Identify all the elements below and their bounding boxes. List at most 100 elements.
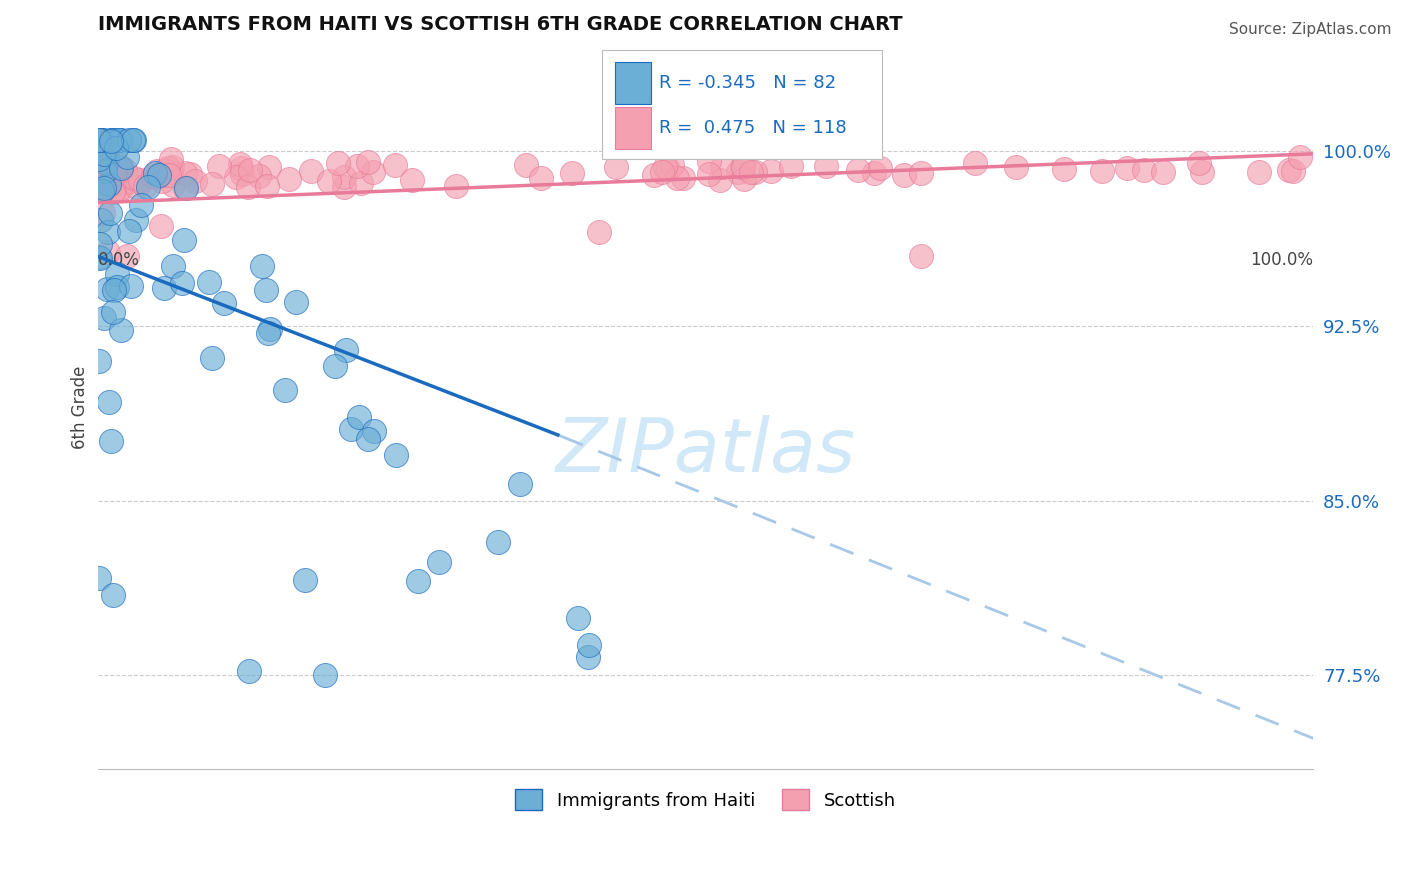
- Point: [93, 169, 115, 183]
- Point: [90, 133, 112, 147]
- Point: [87, 250, 110, 264]
- Point: [201, 351, 224, 365]
- Point: [259, 322, 281, 336]
- Point: [103, 133, 125, 147]
- Point: [332, 169, 354, 184]
- Point: [89, 571, 111, 585]
- Point: [100, 133, 122, 147]
- Point: [259, 160, 281, 174]
- Point: [733, 160, 755, 174]
- Point: [104, 165, 127, 179]
- Point: [115, 249, 138, 263]
- Point: [96, 282, 118, 296]
- Legend: Immigrants from Haiti, Scottish: Immigrants from Haiti, Scottish: [508, 782, 903, 817]
- Point: [90, 213, 112, 227]
- Point: [120, 278, 142, 293]
- Point: [201, 178, 224, 192]
- Point: [174, 180, 197, 194]
- Point: [104, 141, 127, 155]
- Text: ZIPatlas: ZIPatlas: [555, 415, 855, 487]
- Point: [357, 432, 380, 446]
- Point: [1191, 165, 1213, 179]
- Point: [1005, 161, 1028, 175]
- Point: [118, 224, 141, 238]
- Point: [97, 177, 120, 191]
- Point: [107, 133, 129, 147]
- Point: [146, 170, 169, 185]
- Point: [104, 167, 127, 181]
- Point: [97, 225, 120, 239]
- Point: [576, 650, 599, 665]
- Point: [93, 147, 115, 161]
- Point: [125, 213, 148, 227]
- Point: [134, 178, 156, 193]
- Text: R = -0.345   N = 82: R = -0.345 N = 82: [659, 75, 837, 93]
- FancyBboxPatch shape: [616, 106, 651, 149]
- Point: [208, 159, 231, 173]
- Point: [96, 144, 118, 158]
- Point: [184, 174, 207, 188]
- Point: [578, 638, 600, 652]
- Point: [236, 179, 259, 194]
- Point: [107, 183, 129, 197]
- Point: [727, 165, 749, 179]
- Point: [90, 184, 112, 198]
- Point: [1132, 163, 1154, 178]
- Point: [96, 156, 118, 170]
- Point: [122, 171, 145, 186]
- Point: [239, 162, 262, 177]
- Point: [256, 179, 278, 194]
- Point: [231, 168, 253, 182]
- Point: [1188, 156, 1211, 170]
- Point: [486, 535, 509, 549]
- Point: [567, 611, 589, 625]
- Point: [384, 158, 406, 172]
- Point: [100, 434, 122, 449]
- Point: [160, 165, 183, 179]
- Point: [160, 153, 183, 167]
- Point: [162, 178, 184, 193]
- Point: [278, 172, 301, 186]
- Point: [740, 165, 762, 179]
- Point: [605, 161, 627, 175]
- Point: [247, 169, 270, 183]
- Point: [254, 283, 277, 297]
- Point: [1116, 161, 1139, 175]
- Y-axis label: 6th Grade: 6th Grade: [72, 366, 89, 450]
- Point: [117, 133, 139, 147]
- Point: [162, 259, 184, 273]
- Point: [665, 170, 688, 185]
- Point: [157, 169, 180, 183]
- Point: [142, 169, 165, 183]
- Point: [89, 251, 111, 265]
- Point: [115, 149, 138, 163]
- Point: [97, 395, 120, 409]
- Point: [110, 133, 132, 147]
- Point: [121, 133, 143, 147]
- Point: [697, 168, 720, 182]
- Point: [346, 159, 368, 173]
- Point: [129, 173, 152, 187]
- Point: [111, 177, 134, 191]
- Point: [910, 249, 932, 263]
- Point: [110, 161, 132, 176]
- Point: [744, 164, 766, 178]
- Point: [385, 448, 408, 462]
- Point: [162, 160, 184, 174]
- Point: [779, 159, 801, 173]
- Point: [357, 154, 380, 169]
- Point: [103, 284, 125, 298]
- Point: [274, 384, 297, 398]
- Point: [87, 184, 110, 198]
- Point: [172, 276, 194, 290]
- Point: [212, 296, 235, 310]
- Point: [93, 205, 115, 219]
- Point: [96, 169, 118, 184]
- Point: [250, 259, 273, 273]
- Point: [846, 163, 869, 178]
- Point: [174, 166, 197, 180]
- Text: 100.0%: 100.0%: [1250, 251, 1313, 269]
- Point: [361, 164, 384, 178]
- Point: [98, 161, 121, 176]
- Point: [104, 171, 127, 186]
